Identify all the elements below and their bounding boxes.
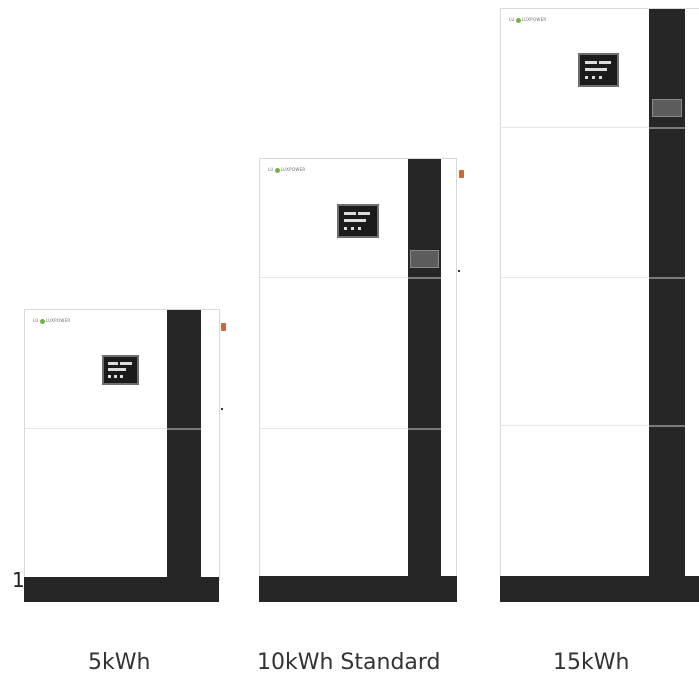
side-strip (649, 9, 685, 577)
brand-logo: LU LUXPOWER (33, 318, 71, 324)
strip-seam (167, 428, 201, 430)
strip-seam (408, 277, 441, 279)
lcd-display (102, 355, 139, 385)
strip-seam (649, 425, 685, 427)
indicator-dot (221, 408, 223, 410)
brand-logo-text: LUXPOWER (280, 167, 306, 172)
brand-logo-text: LUXPOWER (521, 17, 547, 22)
brand-logo-text: LUXPOWER (45, 318, 71, 323)
module-seam (260, 277, 408, 278)
indicator-dot (458, 270, 460, 272)
product-label: 15kWh (553, 650, 630, 675)
lcd-display (578, 53, 619, 87)
side-strip (408, 159, 441, 577)
strip-seam (408, 428, 441, 430)
module-seam (260, 428, 408, 429)
strip-seam (649, 277, 685, 279)
battery-base (24, 577, 219, 602)
battery-base (500, 576, 699, 602)
product-label: 10kWh Standard (257, 650, 441, 675)
module-seam (501, 127, 649, 128)
product-label: 5kWh (88, 650, 151, 675)
side-strip (167, 310, 201, 578)
brand-logo: LU LUXPOWER (509, 17, 547, 23)
cable-port (221, 323, 226, 331)
strip-seam (649, 127, 685, 129)
module-seam (25, 428, 167, 429)
sensor-window (410, 250, 439, 268)
module-seam (501, 277, 649, 278)
lcd-display (337, 204, 379, 238)
brand-logo: LU LUXPOWER (268, 167, 306, 173)
sensor-window (652, 99, 682, 117)
battery-base (259, 576, 457, 602)
stray-numeral: 1 (12, 568, 25, 592)
cable-port (459, 170, 464, 178)
module-seam (501, 425, 649, 426)
